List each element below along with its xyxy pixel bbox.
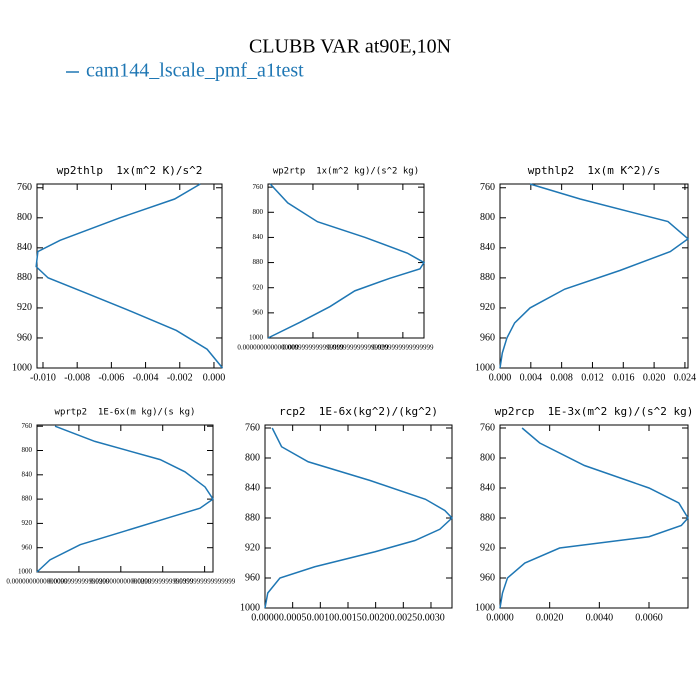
y-tick-label: 760 [17, 182, 32, 193]
data-line [264, 427, 454, 609]
x-tick-label: -0.002 [167, 372, 193, 383]
panel-title: wp2rcp 1E-3x(m^2 kg)/(s^2 kg) [495, 405, 694, 418]
y-tick-label: 880 [245, 512, 260, 523]
panel-title: wprtp2 1E-6x(m kg)/(s kg) [55, 408, 196, 418]
x-tick-label: 0.0005 [279, 612, 307, 623]
y-tick-label: 840 [17, 242, 32, 253]
figure-title: CLUBB VAR at90E,10N [249, 36, 451, 58]
y-tick-label: 1000 [475, 602, 495, 613]
x-tick-label: 0.0000000000000000 [237, 344, 299, 352]
y-tick-label: 1000 [475, 362, 495, 373]
y-tick-label: 960 [245, 572, 260, 583]
legend-label: cam144_lscale_pmf_a1test [86, 60, 304, 82]
x-tick-label: 0.0000 [251, 612, 279, 623]
x-tick-label: 0.0399999999999999 [174, 578, 236, 586]
plot-frame [499, 183, 689, 369]
y-tick-label: 1000 [240, 602, 260, 613]
x-tick-label: -0.008 [64, 372, 90, 383]
x-tick-label: 0.0015 [334, 612, 362, 623]
y-tick-label: 840 [480, 242, 495, 253]
y-tick-label: 920 [22, 519, 33, 527]
x-tick-label: 0.0099999999999999 [48, 578, 110, 586]
x-tick-label: 0.0299999999999999 [132, 578, 194, 586]
x-tick-label: 0.0200000000000000 [90, 578, 152, 586]
data-line [499, 183, 690, 369]
y-tick-label: 920 [253, 283, 264, 291]
y-tick-label: 960 [17, 332, 32, 343]
x-tick-label: -0.006 [98, 372, 124, 383]
x-tick-label: 0.0000 [486, 612, 514, 623]
x-tick-label: 0.0030 [417, 612, 445, 623]
data-line [267, 183, 426, 339]
x-tick-label: 0.0020 [362, 612, 390, 623]
y-tick-label: 880 [480, 512, 495, 523]
y-tick-label: 760 [480, 422, 495, 433]
y-tick-label: 1000 [18, 568, 33, 576]
x-tick-label: -0.004 [133, 372, 159, 383]
y-tick-label: 960 [480, 332, 495, 343]
plot-frame [36, 183, 223, 369]
panel-title: wp2thlp 1x(m^2 K)/s^2 [57, 164, 203, 177]
y-tick-label: 800 [253, 208, 264, 216]
panel-title: wp2rtp 1x(m^2 kg)/(s^2 kg) [273, 167, 419, 177]
y-tick-label: 960 [480, 572, 495, 583]
x-tick-label: 0.004 [520, 372, 543, 383]
plot-frame [499, 424, 689, 609]
y-tick-label: 840 [22, 470, 33, 478]
y-tick-label: 760 [253, 183, 264, 191]
data-line [35, 183, 224, 369]
x-tick-label: 0.024 [674, 372, 697, 383]
y-tick-label: 960 [253, 308, 264, 316]
x-tick-label: 0.000 [203, 372, 226, 383]
y-tick-label: 880 [480, 272, 495, 283]
x-tick-label: 0.0099999999999999 [282, 344, 344, 352]
y-tick-label: 920 [480, 542, 495, 553]
panel-title: rcp2 1E-6x(kg^2)/(kg^2) [279, 405, 438, 418]
y-tick-label: 800 [17, 212, 32, 223]
x-tick-label: 0.0010 [307, 612, 335, 623]
x-tick-label: -0.010 [30, 372, 56, 383]
y-tick-label: 960 [22, 543, 33, 551]
x-tick-label: 0.0020 [536, 612, 564, 623]
x-tick-label: 0.0040 [586, 612, 614, 623]
y-tick-label: 760 [480, 182, 495, 193]
x-tick-label: 0.0299999999999999 [372, 344, 434, 352]
plot-frame [267, 183, 425, 339]
y-tick-label: 800 [245, 452, 260, 463]
y-tick-label: 840 [480, 482, 495, 493]
x-tick-label: 0.020 [643, 372, 666, 383]
x-tick-label: 0.0000000000000000 [6, 578, 68, 586]
x-tick-label: 0.008 [550, 372, 573, 383]
y-tick-label: 880 [253, 258, 264, 266]
x-tick-label: 0.0060 [635, 612, 663, 623]
y-tick-label: 760 [245, 422, 260, 433]
y-tick-label: 800 [22, 446, 33, 454]
y-tick-label: 800 [480, 212, 495, 223]
y-tick-label: 920 [245, 542, 260, 553]
x-tick-label: 0.016 [612, 372, 635, 383]
x-tick-label: 0.0199999999999999 [327, 344, 389, 352]
data-line [499, 427, 689, 609]
y-tick-label: 920 [17, 302, 32, 313]
y-tick-label: 840 [245, 482, 260, 493]
plot-frame [36, 424, 214, 573]
plot-frame [264, 424, 453, 609]
y-tick-label: 800 [480, 452, 495, 463]
x-tick-label: 0.000 [489, 372, 512, 383]
y-tick-label: 1000 [12, 362, 32, 373]
panel-title: wpthlp2 1x(m K^2)/s [528, 164, 660, 177]
data-line [36, 425, 215, 573]
y-tick-label: 880 [22, 495, 33, 503]
y-tick-label: 920 [480, 302, 495, 313]
y-tick-label: 1000 [249, 334, 264, 342]
x-tick-label: 0.012 [581, 372, 604, 383]
y-tick-label: 840 [253, 233, 264, 241]
y-tick-label: 760 [22, 422, 33, 430]
x-tick-label: 0.0025 [390, 612, 418, 623]
y-tick-label: 880 [17, 272, 32, 283]
